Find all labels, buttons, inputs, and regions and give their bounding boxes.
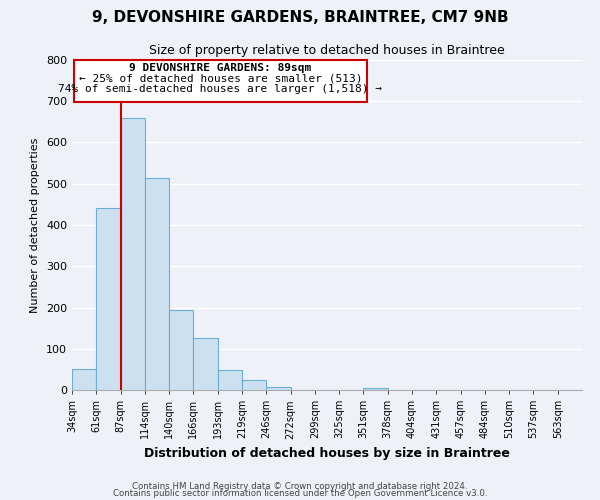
Text: 9 DEVONSHIRE GARDENS: 89sqm: 9 DEVONSHIRE GARDENS: 89sqm <box>129 63 311 73</box>
Bar <box>169 310 193 390</box>
Title: Size of property relative to detached houses in Braintree: Size of property relative to detached ho… <box>149 44 505 58</box>
Bar <box>96 208 121 390</box>
Text: Contains HM Land Registry data © Crown copyright and database right 2024.: Contains HM Land Registry data © Crown c… <box>132 482 468 491</box>
Bar <box>364 388 388 390</box>
Bar <box>72 370 96 390</box>
Bar <box>193 338 218 390</box>
Y-axis label: Number of detached properties: Number of detached properties <box>31 138 40 312</box>
Bar <box>242 380 266 390</box>
Bar <box>218 370 242 390</box>
Bar <box>74 60 367 102</box>
Bar <box>145 178 169 390</box>
Bar <box>266 387 290 390</box>
X-axis label: Distribution of detached houses by size in Braintree: Distribution of detached houses by size … <box>144 447 510 460</box>
Text: 9, DEVONSHIRE GARDENS, BRAINTREE, CM7 9NB: 9, DEVONSHIRE GARDENS, BRAINTREE, CM7 9N… <box>92 10 508 25</box>
Text: Contains public sector information licensed under the Open Government Licence v3: Contains public sector information licen… <box>113 490 487 498</box>
Text: ← 25% of detached houses are smaller (513): ← 25% of detached houses are smaller (51… <box>79 73 362 83</box>
Text: 74% of semi-detached houses are larger (1,518) →: 74% of semi-detached houses are larger (… <box>58 84 382 94</box>
Bar <box>121 118 145 390</box>
